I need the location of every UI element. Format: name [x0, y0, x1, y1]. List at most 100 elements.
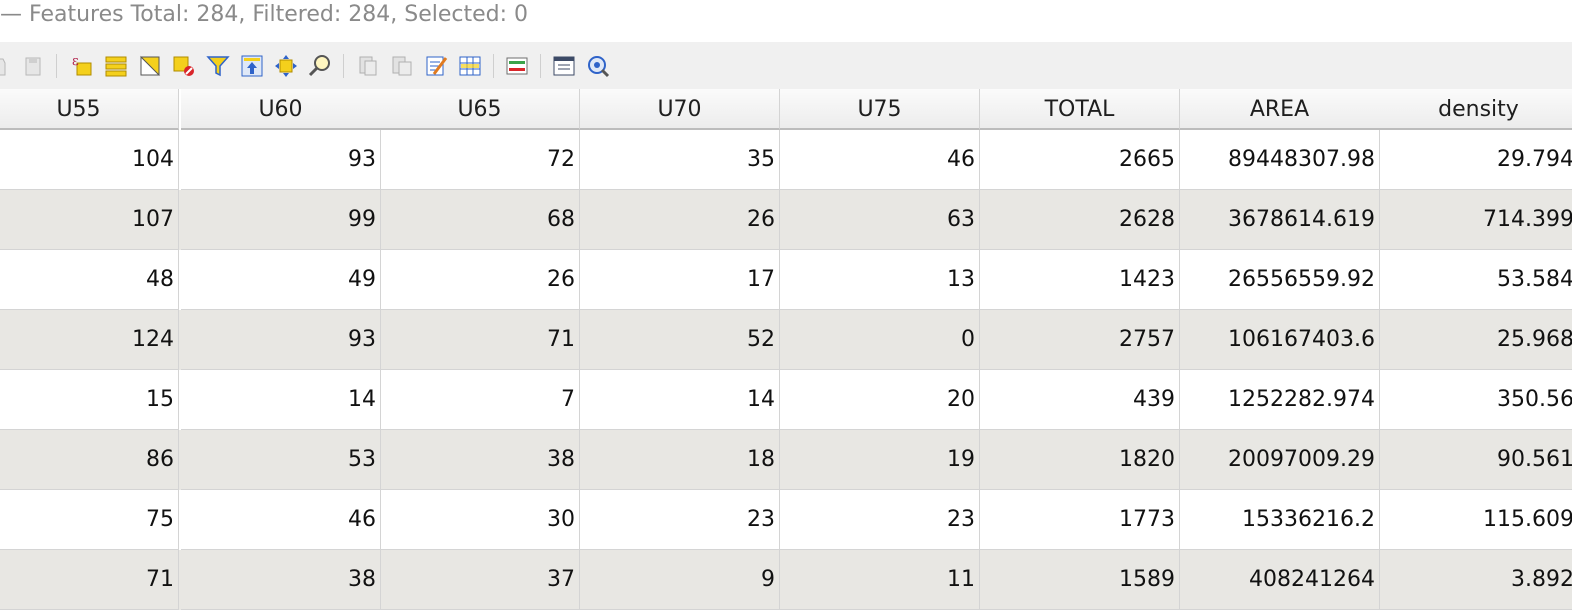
table-cell-u60[interactable]: 14: [181, 370, 381, 430]
table-cell-u70[interactable]: 23: [580, 490, 780, 550]
paste-features-icon[interactable]: [388, 52, 416, 80]
table-cell-u70[interactable]: 14: [580, 370, 780, 430]
table-cell-u55[interactable]: 107: [0, 190, 179, 250]
select-all-icon[interactable]: [102, 52, 130, 80]
save-edits-icon[interactable]: [19, 52, 47, 80]
table-cell-u75[interactable]: 20: [780, 370, 980, 430]
table-cell-total[interactable]: 439: [980, 370, 1180, 430]
table-cell-u60[interactable]: 53: [181, 430, 381, 490]
table-cell-u70[interactable]: 26: [580, 190, 780, 250]
table-cell-area[interactable]: 15336216.2: [1180, 490, 1380, 550]
zoom-map-to-selected-icon[interactable]: [306, 52, 334, 80]
table-cell-u55[interactable]: 86: [0, 430, 179, 490]
table-row[interactable]: 71 38 37 9 11 1589 408241264 3.892: [0, 550, 1572, 610]
table-cell-u60[interactable]: 93: [181, 310, 381, 370]
table-cell-total[interactable]: 1423: [980, 250, 1180, 310]
table-cell-u60[interactable]: 99: [181, 190, 381, 250]
table-cell-density[interactable]: 714.399: [1379, 190, 1572, 250]
table-cell-area[interactable]: 20097009.29: [1180, 430, 1380, 490]
copy-rows-icon[interactable]: [354, 52, 382, 80]
table-cell-area[interactable]: 106167403.6: [1180, 310, 1380, 370]
table-header: U55 U60 U65 U70 U75 TOTAL AREA density: [0, 89, 1572, 130]
table-cell-area[interactable]: 3678614.619: [1180, 190, 1380, 250]
table-cell-total[interactable]: 2665: [980, 130, 1180, 190]
table-cell-total[interactable]: 1773: [980, 490, 1180, 550]
table-cell-u70[interactable]: 17: [580, 250, 780, 310]
pan-map-to-selected-icon[interactable]: [272, 52, 300, 80]
table-cell-u60[interactable]: 49: [181, 250, 381, 310]
table-cell-u65[interactable]: 68: [380, 190, 580, 250]
table-cell-u65[interactable]: 72: [380, 130, 580, 190]
column-header-u60[interactable]: U60: [181, 89, 381, 130]
field-calculator-icon[interactable]: [503, 52, 531, 80]
column-header-u55[interactable]: U55: [0, 89, 179, 130]
table-cell-u70[interactable]: 52: [580, 310, 780, 370]
table-cell-u65[interactable]: 30: [380, 490, 580, 550]
table-cell-u55[interactable]: 75: [0, 490, 179, 550]
table-row[interactable]: 86 53 38 18 19 1820 20097009.29 90.561: [0, 430, 1572, 490]
actions-icon[interactable]: [584, 52, 612, 80]
table-row[interactable]: 107 99 68 26 63 2628 3678614.619 714.399: [0, 190, 1572, 250]
table-cell-u70[interactable]: 18: [580, 430, 780, 490]
toolbar-separator: [540, 54, 541, 78]
table-cell-density[interactable]: 25.968: [1379, 310, 1572, 370]
table-cell-density[interactable]: 3.892: [1379, 550, 1572, 610]
column-header-total[interactable]: TOTAL: [980, 89, 1180, 130]
delete-field-icon[interactable]: [422, 52, 450, 80]
table-cell-total[interactable]: 2628: [980, 190, 1180, 250]
table-cell-density[interactable]: 53.584: [1379, 250, 1572, 310]
table-cell-total[interactable]: 2757: [980, 310, 1180, 370]
table-cell-u55[interactable]: 124: [0, 310, 179, 370]
table-cell-u75[interactable]: 46: [780, 130, 980, 190]
table-cell-u75[interactable]: 11: [780, 550, 980, 610]
table-cell-u75[interactable]: 0: [780, 310, 980, 370]
table-cell-u75[interactable]: 23: [780, 490, 980, 550]
column-header-area[interactable]: AREA: [1180, 89, 1380, 130]
table-cell-u55[interactable]: 48: [0, 250, 179, 310]
table-cell-u70[interactable]: 9: [580, 550, 780, 610]
invert-selection-icon[interactable]: [136, 52, 164, 80]
table-cell-area[interactable]: 408241264: [1180, 550, 1380, 610]
table-cell-u65[interactable]: 71: [380, 310, 580, 370]
toggle-edit-icon[interactable]: [0, 52, 12, 80]
table-row[interactable]: 15 14 7 14 20 439 1252282.974 350.56: [0, 370, 1572, 430]
table-cell-u65[interactable]: 7: [380, 370, 580, 430]
deselect-all-icon[interactable]: [170, 52, 198, 80]
table-cell-area[interactable]: 1252282.974: [1180, 370, 1380, 430]
table-cell-u55[interactable]: 71: [0, 550, 179, 610]
table-cell-total[interactable]: 1589: [980, 550, 1180, 610]
table-cell-u65[interactable]: 37: [380, 550, 580, 610]
table-row[interactable]: 75 46 30 23 23 1773 15336216.2 115.609: [0, 490, 1572, 550]
table-row[interactable]: 104 93 72 35 46 2665 89448307.98 29.794: [0, 130, 1572, 190]
table-cell-u60[interactable]: 46: [181, 490, 381, 550]
table-cell-u65[interactable]: 38: [380, 430, 580, 490]
filter-select-icon[interactable]: [204, 52, 232, 80]
table-cell-u75[interactable]: 19: [780, 430, 980, 490]
column-header-u75[interactable]: U75: [780, 89, 980, 130]
table-cell-density[interactable]: 90.561: [1379, 430, 1572, 490]
new-field-icon[interactable]: [456, 52, 484, 80]
table-row[interactable]: 48 49 26 17 13 1423 26556559.92 53.584: [0, 250, 1572, 310]
table-cell-u65[interactable]: 26: [380, 250, 580, 310]
table-cell-u75[interactable]: 63: [780, 190, 980, 250]
column-header-density[interactable]: density: [1379, 89, 1572, 130]
table-cell-u70[interactable]: 35: [580, 130, 780, 190]
column-header-u70[interactable]: U70: [580, 89, 780, 130]
table-row[interactable]: 124 93 71 52 0 2757 106167403.6 25.968: [0, 310, 1572, 370]
table-cell-density[interactable]: 350.56: [1379, 370, 1572, 430]
dock-table-icon[interactable]: [550, 52, 578, 80]
table-cell-area[interactable]: 26556559.92: [1180, 250, 1380, 310]
table-cell-area[interactable]: 89448307.98: [1180, 130, 1380, 190]
table-cell-u55[interactable]: 104: [0, 130, 179, 190]
move-selection-to-top-icon[interactable]: [238, 52, 266, 80]
select-by-expression-icon[interactable]: ε: [68, 52, 96, 80]
table-cell-density[interactable]: 115.609: [1379, 490, 1572, 550]
toolbar-separator: [56, 54, 57, 78]
table-cell-total[interactable]: 1820: [980, 430, 1180, 490]
table-cell-u60[interactable]: 38: [181, 550, 381, 610]
table-cell-u75[interactable]: 13: [780, 250, 980, 310]
table-cell-u55[interactable]: 15: [0, 370, 179, 430]
column-header-u65[interactable]: U65: [380, 89, 580, 130]
table-cell-u60[interactable]: 93: [181, 130, 381, 190]
table-cell-density[interactable]: 29.794: [1379, 130, 1572, 190]
